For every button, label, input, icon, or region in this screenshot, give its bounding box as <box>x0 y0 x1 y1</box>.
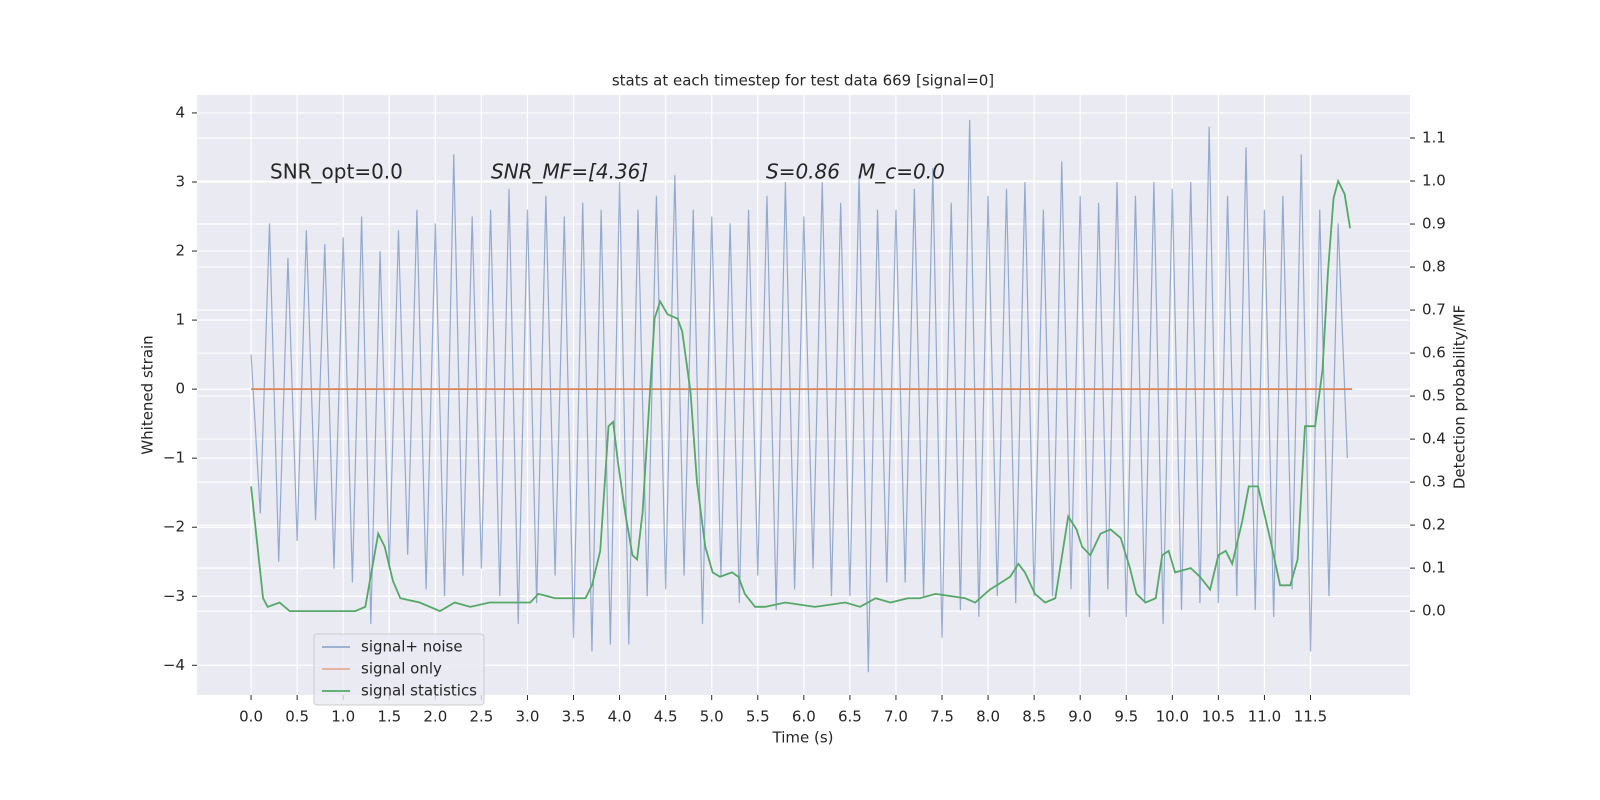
x-tick-label: 0.0 <box>239 708 263 726</box>
y-tick-label: −2 <box>163 518 185 536</box>
y2-tick-label: 0.4 <box>1422 430 1446 448</box>
annotation: M_c=0.0 <box>858 160 945 184</box>
x-axis-label: Time (s) <box>772 729 834 747</box>
x-tick-label: 5.0 <box>700 708 724 726</box>
series-line <box>250 178 1352 613</box>
annotation: S=0.86 <box>766 160 840 184</box>
y-tick-label: 4 <box>175 103 185 121</box>
x-tick-label: 3.5 <box>562 708 586 726</box>
x-tick-label: 3.0 <box>516 708 540 726</box>
y2-tick-label: 0.1 <box>1422 559 1446 577</box>
x-tick-label: 10.5 <box>1202 708 1235 726</box>
annotation: SNR_opt=0.0 <box>270 160 403 184</box>
y-tick-label: −3 <box>163 587 185 605</box>
x-tick-label: 10.0 <box>1156 708 1189 726</box>
y-tick-label: −4 <box>163 656 185 674</box>
x-tick-label: 1.0 <box>331 708 355 726</box>
y2-tick-label: 0.3 <box>1422 473 1446 491</box>
y2-tick-label: 0.7 <box>1422 301 1446 319</box>
x-tick-label: 8.5 <box>1022 708 1046 726</box>
y2-tick-label: 0.6 <box>1422 344 1446 362</box>
x-tick-label: 6.5 <box>838 708 862 726</box>
y2-tick-label: 1.0 <box>1422 172 1446 190</box>
x-tick-label: 6.0 <box>792 708 816 726</box>
y-tick-label: 3 <box>175 172 185 190</box>
y-tick-label: 1 <box>175 311 185 329</box>
legend-label: signal only <box>361 660 442 678</box>
y-tick-label: 2 <box>175 242 185 260</box>
x-tick-label: 5.5 <box>746 708 770 726</box>
legend-box <box>313 633 485 706</box>
y2-tick-label: 1.1 <box>1422 129 1446 147</box>
y2-tick-label: 0.5 <box>1422 387 1446 405</box>
x-tick-label: 9.5 <box>1114 708 1138 726</box>
legend-label: signal+ noise <box>361 638 463 656</box>
y2-axis-label: Detection probability/MF <box>1451 305 1469 489</box>
x-tick-label: 9.0 <box>1068 708 1092 726</box>
x-tick-label: 11.0 <box>1248 708 1281 726</box>
x-tick-label: 2.5 <box>469 708 493 726</box>
x-tick-label: 2.0 <box>423 708 447 726</box>
y2-tick-label: 0.8 <box>1422 258 1446 276</box>
x-tick-label: 4.5 <box>654 708 678 726</box>
x-tick-label: 4.0 <box>608 708 632 726</box>
x-tick-label: 1.5 <box>377 708 401 726</box>
x-tick-label: 7.0 <box>884 708 908 726</box>
x-tick-label: 0.5 <box>285 708 309 726</box>
chart-title: stats at each timestep for test data 669… <box>612 72 994 90</box>
annotation: SNR_MF=[4.36] <box>491 160 648 184</box>
y2-tick-label: 0.9 <box>1422 215 1446 233</box>
x-tick-label: 8.0 <box>976 708 1000 726</box>
y2-tick-label: 0.0 <box>1422 602 1446 620</box>
y-tick-label: −1 <box>163 449 185 467</box>
x-tick-label: 7.5 <box>930 708 954 726</box>
y-axis-label: Whitened strain <box>139 335 157 454</box>
legend-label: signal statistics <box>361 682 477 700</box>
y2-tick-label: 0.2 <box>1422 516 1446 534</box>
series-line <box>250 119 1348 673</box>
x-tick-label: 11.5 <box>1294 708 1327 726</box>
y-tick-label: 0 <box>175 380 185 398</box>
